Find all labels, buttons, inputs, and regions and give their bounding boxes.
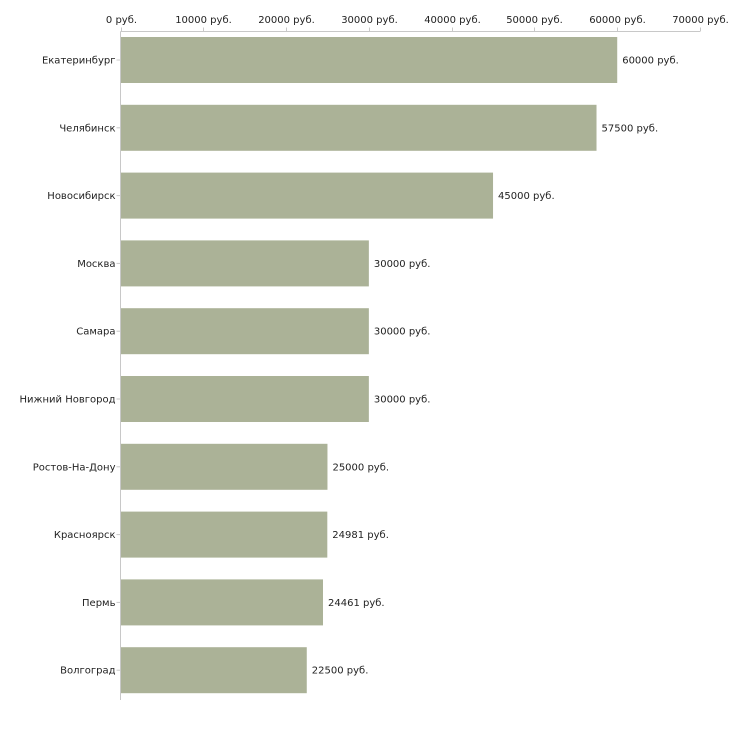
category-label: Москва [77, 259, 115, 270]
value-label: 22500 руб. [312, 666, 369, 677]
value-label: 30000 руб. [374, 395, 431, 406]
value-label: 60000 руб. [622, 56, 679, 67]
value-label: 45000 руб. [498, 191, 555, 202]
x-tick-label: 30000 руб. [341, 15, 398, 26]
bar [121, 579, 324, 626]
value-label: 57500 руб. [602, 123, 659, 134]
category-label: Ростов-На-Дону [33, 462, 116, 473]
category-label: Волгоград [60, 666, 115, 677]
bar [121, 511, 328, 558]
x-tick-label: 20000 руб. [258, 15, 315, 26]
bar [121, 308, 369, 355]
bar [121, 172, 494, 219]
category-label: Новосибирск [47, 191, 115, 202]
bar [121, 443, 328, 490]
x-tick-label: 0 руб. [106, 15, 137, 26]
bar [121, 104, 597, 151]
labels-layer: Екатеринбург 60000 руб. Челябинск 57500 руб… [19, 56, 678, 677]
bar [121, 37, 618, 83]
value-label: 25000 руб. [332, 462, 389, 473]
category-label: Нижний Новгород [19, 395, 115, 406]
x-tick-label: 40000 руб. [424, 15, 481, 26]
x-tick-label: 70000 руб. [672, 15, 729, 26]
category-label: Челябинск [59, 123, 115, 134]
x-tick-label: 10000 руб. [175, 15, 232, 26]
value-label: 30000 руб. [374, 259, 431, 270]
bar [121, 647, 307, 694]
axis-layer: 0 руб. 10000 руб. 20000 руб. 30000 руб. 4000… [106, 15, 729, 700]
x-tick-label: 50000 руб. [506, 15, 563, 26]
bar [121, 240, 369, 287]
bar [121, 376, 369, 422]
category-label: Екатеринбург [42, 56, 116, 67]
category-label: Пермь [82, 598, 116, 609]
category-label: Красноярск [54, 530, 116, 541]
value-label: 24981 руб. [332, 530, 389, 541]
value-label: 24461 руб. [328, 598, 385, 609]
x-tick-label: 60000 руб. [589, 15, 646, 26]
category-label: Самара [76, 327, 115, 338]
value-label: 30000 руб. [374, 327, 431, 338]
bars-layer [121, 37, 618, 694]
